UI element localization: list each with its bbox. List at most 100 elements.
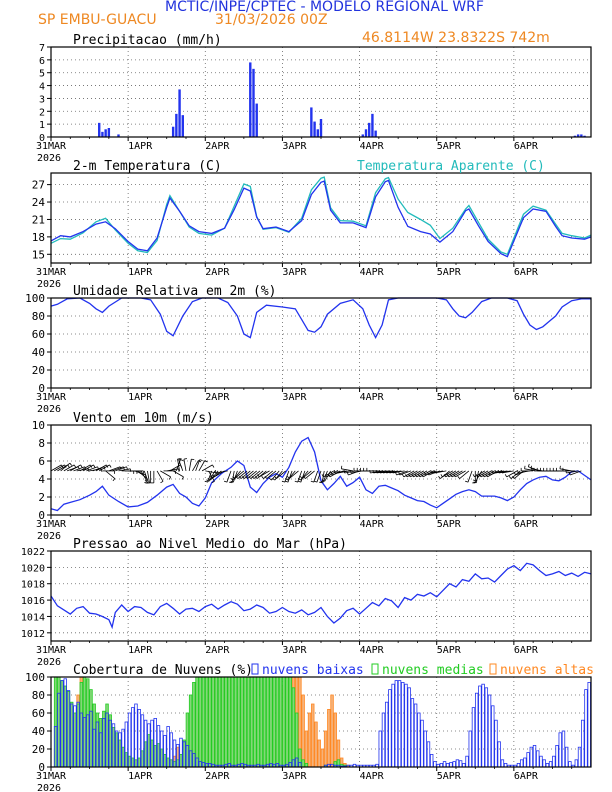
cloud-bar-high (323, 730, 328, 768)
cloud-bar-low (388, 689, 392, 768)
wind-barb-feather (129, 468, 132, 472)
wind-barb (416, 470, 428, 478)
cloud-bar-low (558, 732, 562, 768)
cloud-bar-mid (256, 676, 260, 768)
clouds-year-label: 2026 (37, 783, 61, 792)
wind-barb (467, 470, 473, 483)
wind-barb-feather (206, 479, 210, 482)
wind-barb (178, 459, 184, 472)
temperature-xtick-label: 3APR (282, 267, 307, 278)
wind-barb (188, 459, 192, 471)
wind-barb-feather (473, 481, 477, 484)
wind-barb-feather (475, 474, 479, 478)
cloud-bar-low (539, 755, 543, 768)
temperature-year-label: 2026 (37, 279, 61, 290)
station-coordinates: 46.8114W 23.8322S 742m (362, 30, 550, 46)
precip-bar (371, 113, 374, 137)
clouds-xtick-label: 6APR (514, 771, 539, 782)
temperature-panel (47, 172, 592, 267)
precip-bar (98, 122, 101, 137)
cloud-bar-low (397, 680, 402, 768)
wind-barb (192, 460, 199, 472)
cloud-bar-mid (230, 676, 235, 768)
wind-barb (253, 470, 264, 479)
wind-barb (143, 470, 149, 483)
wind-barb-feather (497, 469, 500, 474)
wind-barb (442, 470, 453, 478)
precip-bar (107, 128, 111, 137)
wind-barb-feather (287, 476, 290, 479)
wind-barb (440, 470, 450, 479)
precip-bar (368, 122, 371, 137)
cloud-bar-low (564, 746, 569, 768)
wind-barb-feather (73, 464, 77, 468)
cloud-bar-low (404, 683, 408, 768)
precip-bar (361, 134, 364, 137)
wind-barb-feather (122, 466, 125, 470)
cloud-bar-low (555, 745, 559, 768)
wind-barb-feather (297, 477, 301, 481)
precip-ytick-label: 3 (39, 94, 45, 105)
cloud-bar-mid (233, 676, 238, 768)
cloud-bar-low (452, 761, 456, 768)
cloud-bar-low (532, 745, 537, 768)
cloud-bar-low (429, 754, 434, 768)
wind-xtick-label: 1APR (128, 519, 153, 530)
pressure-ytick-label: 1020 (21, 563, 45, 574)
wind-barb-feather (209, 476, 213, 479)
clouds-ytick-label: 60 (32, 707, 45, 720)
wind-barb-feather (527, 463, 530, 467)
wind-barb-feather (472, 474, 475, 478)
wind-barb (341, 468, 354, 472)
wind-barb-feather (514, 472, 516, 476)
pressure-series-line (50, 562, 592, 630)
wind-barb-feather (414, 474, 418, 478)
wind-barb-feather (333, 469, 336, 474)
pressure-xtick-label: 2APR (205, 645, 230, 656)
wind-barb (234, 470, 245, 479)
cloud-legend-label: nuvens baixas (262, 663, 364, 678)
pressure-ytick-label: 1016 (21, 596, 45, 607)
wind-barb (195, 459, 201, 472)
humidity-ytick-label: 0 (38, 382, 45, 395)
cloud-bar-low (574, 759, 579, 768)
wind-barb-feather (232, 476, 235, 479)
wind-barb (316, 470, 322, 483)
wind-ytick-label: 10 (32, 419, 45, 432)
wind-barb (445, 470, 457, 478)
wind-barb-feather (238, 476, 242, 479)
cloud-bar-low (410, 698, 415, 768)
precip-bar (364, 129, 368, 137)
wind-barb (498, 470, 511, 474)
wind-barb (289, 470, 299, 479)
wind-ytick-label: 8 (38, 437, 45, 450)
wind-barb-feather (424, 472, 426, 476)
pressure-ytick-label: 1022 (21, 547, 45, 558)
wind-barb-feather (530, 465, 532, 469)
wind-barb-feather (369, 469, 371, 474)
wind-barb (305, 470, 315, 479)
humidity-ytick-label: 20 (32, 364, 45, 377)
wind-barb-feather (340, 465, 343, 469)
wind-barb-feather (405, 474, 408, 478)
wind-barb (226, 470, 232, 483)
wind-barb (82, 464, 94, 472)
wind-barb (266, 470, 277, 479)
clouds-ytick-label: 20 (32, 743, 45, 756)
cloud-bar-mid (201, 676, 206, 768)
clouds-ytick-label: 80 (32, 689, 45, 702)
wind-barb (50, 464, 62, 472)
wind-barb (232, 470, 238, 483)
wind-barb (118, 468, 131, 472)
wind-barb-feather (272, 477, 275, 481)
wind-barb-feather (180, 459, 184, 462)
wind-barb (448, 470, 460, 478)
pressure-xtick-label: 3APR (282, 645, 307, 656)
precip-bar (178, 89, 181, 137)
wind-barb (323, 470, 335, 478)
wind-barb (480, 470, 492, 478)
wind-barb (156, 470, 164, 482)
wind-barb (297, 470, 303, 483)
wind-barb-feather (430, 469, 432, 474)
wind-barb-feather (491, 469, 493, 474)
